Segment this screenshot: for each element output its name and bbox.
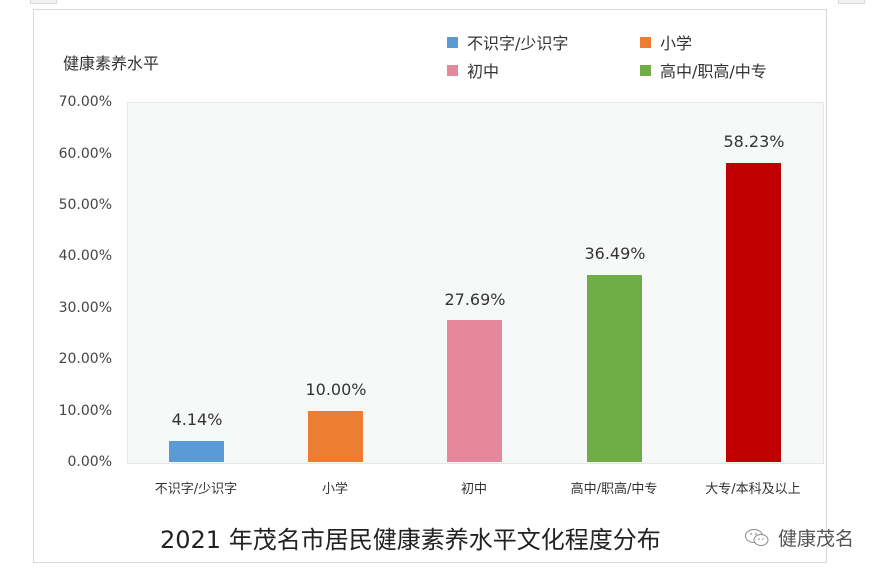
y-tick-label: 70.00% (58, 94, 112, 110)
bar-junior-high (447, 320, 502, 462)
legend-label: 高中/职高/中专 (660, 62, 767, 81)
y-tick-label: 10.00% (58, 403, 112, 419)
watermark: 健康茂名 (744, 524, 854, 551)
value-label: 4.14% (171, 410, 223, 429)
legend-swatch-icon (640, 64, 651, 76)
legend-swatch-icon (447, 64, 458, 76)
legend-item-0: 不识字/少识字 (447, 30, 568, 54)
legend-label: 不识字/少识字 (467, 34, 569, 53)
legend-label: 小学 (660, 34, 693, 53)
legend-item-3: 高中/职高/中专 (640, 58, 767, 82)
x-category-label: 小学 (321, 482, 348, 497)
y-axis-title: 健康素养水平 (63, 54, 160, 73)
bar-college-above (726, 163, 781, 462)
y-tick-label: 40.00% (58, 248, 112, 264)
bar-senior-high (587, 275, 642, 462)
x-category-label: 不识字/少识字 (154, 482, 238, 497)
bar-primary (308, 411, 363, 462)
value-label: 36.49% (584, 244, 646, 263)
top-edge-tab-right (838, 0, 865, 4)
chart-title: 2021 年茂名市居民健康素养水平文化程度分布 (160, 526, 661, 554)
x-category-label: 大专/本科及以上 (705, 482, 801, 497)
value-label: 27.69% (444, 290, 506, 309)
watermark-text: 健康茂名 (778, 528, 855, 550)
legend-swatch-icon (447, 36, 458, 48)
legend-swatch-icon (640, 36, 651, 48)
value-label: 58.23% (723, 132, 785, 151)
legend-label: 初中 (467, 62, 500, 81)
bar-illiterate (169, 441, 224, 462)
y-tick-label: 60.00% (58, 146, 112, 162)
y-tick-label: 0.00% (67, 454, 112, 470)
top-edge-tab-left (30, 0, 57, 4)
legend-item-1: 小学 (640, 30, 692, 54)
x-category-label: 初中 (460, 482, 487, 497)
x-category-label: 高中/职高/中专 (570, 482, 658, 497)
y-tick-label: 30.00% (58, 300, 112, 316)
y-tick-label: 50.00% (58, 197, 112, 213)
y-tick-label: 20.00% (58, 351, 112, 367)
legend-item-2: 初中 (447, 58, 499, 82)
value-label: 10.00% (305, 380, 367, 399)
wechat-icon (745, 528, 769, 546)
